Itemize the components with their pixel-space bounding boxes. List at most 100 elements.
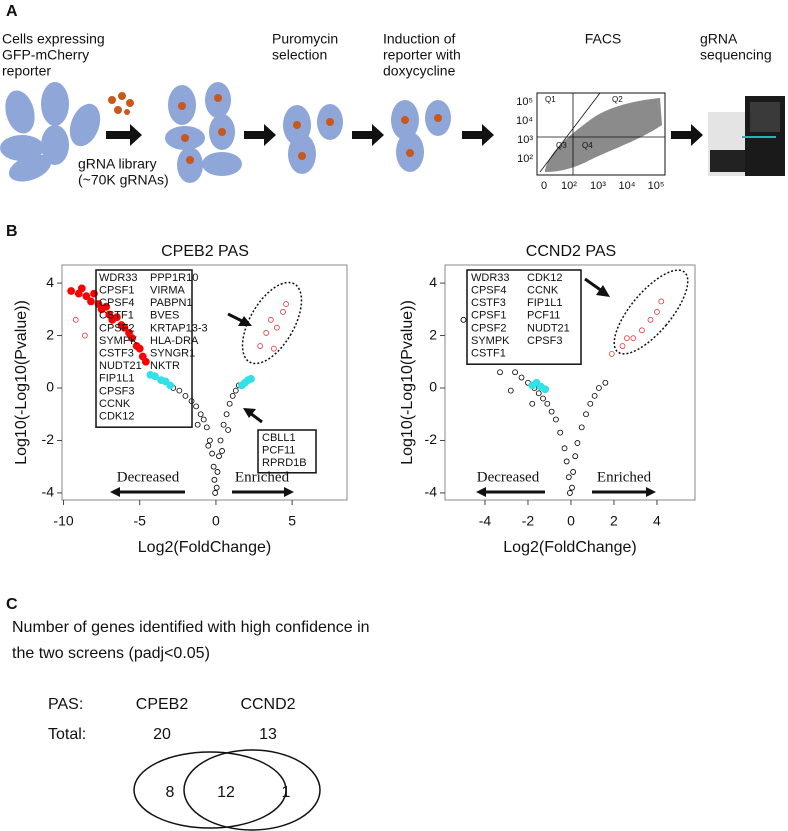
- callout-arrows: [227, 277, 610, 424]
- step-text: sequencing: [700, 47, 772, 63]
- gene-box: [466, 269, 582, 365]
- data-point: [214, 469, 221, 475]
- direction-label: Enriched: [235, 469, 290, 485]
- direction-arrow: [592, 487, 656, 497]
- gene-label: CPSF3: [99, 385, 134, 397]
- arrow: [106, 124, 142, 146]
- data-point: [77, 284, 86, 293]
- data-point: [67, 287, 76, 295]
- data-point: [578, 424, 585, 431]
- gene-label: NUDT21: [527, 322, 570, 334]
- data-point: [572, 453, 579, 460]
- table-cell: CCND2: [240, 696, 295, 713]
- x-tick-label: 4: [653, 513, 661, 529]
- step-text: Puromycin: [272, 31, 338, 47]
- data-point: [497, 369, 503, 376]
- data-point: [225, 427, 232, 433]
- chart-title: CCND2 PAS: [526, 243, 616, 260]
- heading: Number of genes identified with high con…: [12, 619, 370, 636]
- data-point: [72, 316, 79, 323]
- arrow: [671, 124, 703, 146]
- data-point: [529, 400, 536, 407]
- data-point: [203, 424, 210, 431]
- heading: the two screens (padj<0.05): [12, 645, 210, 662]
- data-point: [205, 442, 212, 449]
- panel-label: A: [6, 3, 18, 20]
- data-point: [540, 395, 546, 402]
- y-tick-label: 2: [46, 326, 54, 342]
- data-point: [146, 370, 155, 379]
- data-point: [273, 324, 280, 331]
- gene-label: CPSF3: [527, 335, 562, 347]
- data-point: [82, 292, 91, 301]
- data-point: [557, 429, 564, 436]
- y-tick-label: 2: [429, 326, 437, 342]
- y-tick-label: -2: [42, 431, 55, 447]
- data-point: [623, 335, 630, 342]
- data-point: [112, 313, 121, 322]
- data-point: [583, 411, 589, 418]
- gene-label: SYMPK: [471, 335, 510, 347]
- gene-label: PCF11: [527, 310, 560, 322]
- facs-x-tick: 10⁴: [619, 180, 636, 192]
- data-point: [507, 387, 514, 394]
- data-point: [197, 411, 204, 418]
- facs-plot: [536, 92, 666, 176]
- data-point: [518, 374, 525, 381]
- cells: [0, 82, 101, 182]
- gene-label: HLA-DRA: [150, 335, 199, 347]
- venn-count: 1: [282, 784, 291, 801]
- data-point: [596, 385, 602, 391]
- facs-x-tick: 10³: [590, 180, 606, 192]
- highlight-ellipse: [241, 281, 303, 365]
- data-point: [209, 450, 216, 457]
- chart-title: CPEB2 PAS: [161, 243, 249, 260]
- data-point: [141, 357, 150, 366]
- gene-label: BVES: [150, 310, 179, 322]
- gene-label: CSTF1: [99, 310, 134, 322]
- gene-label: CPSF2: [99, 322, 134, 334]
- y-axis-label: Log10(-Log10(Pvalue)): [13, 300, 30, 465]
- data-point: [87, 297, 95, 306]
- gene-label: CPSF4: [471, 285, 506, 297]
- plot-frame: [444, 264, 696, 501]
- data-point: [223, 411, 230, 418]
- direction-arrow: [110, 487, 185, 497]
- panel-label: B: [6, 223, 18, 240]
- data-point: [270, 345, 277, 352]
- y-tick-label: 0: [46, 379, 54, 395]
- data-point: [569, 484, 575, 491]
- data-point: [566, 490, 573, 496]
- data-point: [194, 421, 201, 428]
- gene-label: PPP1R10: [150, 272, 198, 284]
- direction-label: Enriched: [597, 469, 652, 485]
- y-tick-label: 0: [429, 379, 437, 395]
- facs-y-tick: 10³: [517, 134, 533, 146]
- data-point: [570, 469, 577, 475]
- table-cell: Total:: [48, 726, 86, 743]
- gene-box: [257, 429, 317, 474]
- table-cell: 13: [259, 726, 277, 743]
- step-text: reporter with: [383, 47, 461, 63]
- gene-label: CPSF2: [471, 322, 506, 334]
- venn-circle: [183, 749, 321, 831]
- facs-x-tick: 0: [541, 180, 547, 192]
- data-point: [280, 309, 286, 315]
- step-text: gRNA: [700, 31, 738, 47]
- gene-label: RPRD1B: [262, 457, 307, 469]
- data-point: [460, 316, 467, 323]
- data-point: [135, 344, 144, 353]
- library-text: gRNA library: [78, 156, 157, 172]
- data-point: [654, 309, 660, 315]
- data-point: [535, 390, 542, 397]
- gene-label: WDR33: [99, 272, 138, 284]
- direction-label: Decreased: [117, 469, 180, 485]
- venn-count: 8: [166, 784, 175, 801]
- data-point: [602, 379, 609, 386]
- data-point: [658, 298, 665, 305]
- data-point: [647, 316, 654, 323]
- highlight-ellipse: [613, 269, 689, 355]
- quadrant-label: Q4: [582, 141, 593, 150]
- y-axis-label: Log10(-Log10(Pvalue)): [399, 300, 416, 465]
- library-text: (~70K gRNAs): [78, 172, 169, 188]
